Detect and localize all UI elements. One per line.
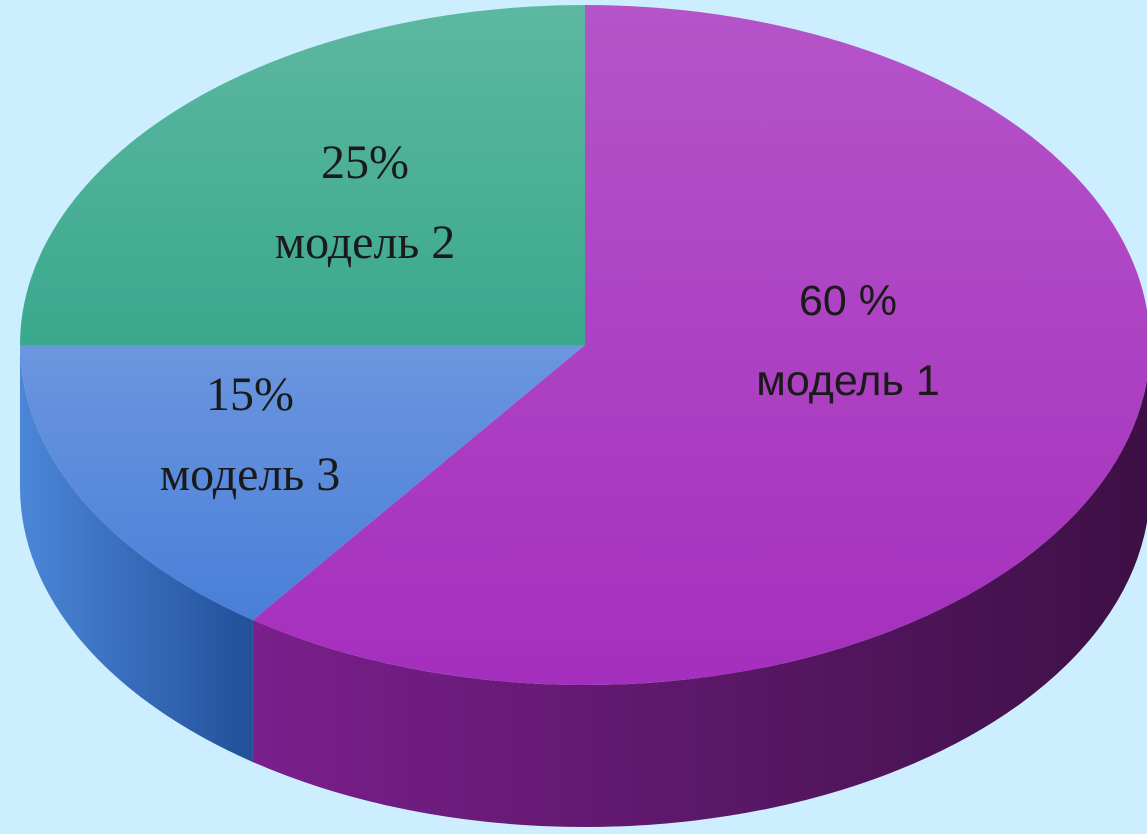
pie-slice-2 — [20, 5, 585, 345]
pie-side-3 — [19, 345, 253, 763]
pie-value-label-3: 15% — [206, 368, 294, 421]
pie-value-label-1: 60 % — [799, 277, 897, 325]
pie-slice-1 — [252, 5, 1147, 685]
pie-slice-3 — [19, 345, 585, 621]
pie-side-1 — [252, 379, 1147, 828]
pie-category-label-3: модель 3 — [160, 448, 341, 501]
pie-value-label-2: 25% — [321, 136, 409, 189]
pie-labels: 60 % модель 1 15% модель 3 25% модель 2 — [160, 136, 940, 501]
pie-top-slices — [19, 5, 1147, 685]
pie-category-label-1: модель 1 — [756, 357, 939, 405]
pie-side-walls — [19, 345, 1147, 828]
pie-category-label-2: модель 2 — [275, 216, 456, 269]
